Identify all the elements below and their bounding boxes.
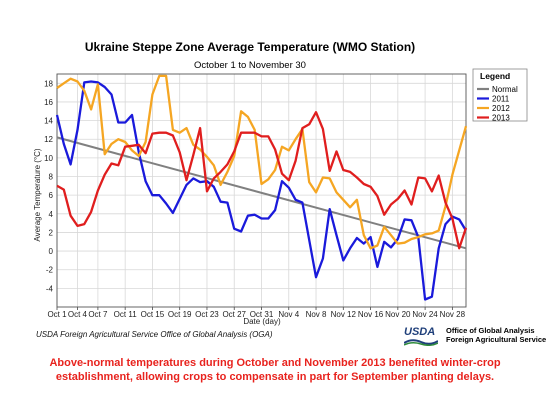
x-tick-label: Nov 28 <box>440 310 466 319</box>
usda-office-text: Office of Global Analysis Foreign Agricu… <box>446 326 546 344</box>
series-line-2013 <box>56 111 468 250</box>
x-tick-label: Oct 1 <box>47 310 67 319</box>
chart-title: Ukraine Steppe Zone Average Temperature … <box>85 40 415 54</box>
y-axis-label: Average Temperature (°C) <box>33 148 42 242</box>
usda-wave-icon <box>404 339 438 346</box>
series-line-2012 <box>56 74 468 250</box>
series-line-2011 <box>55 80 467 301</box>
y-tick-label: 2 <box>49 228 54 237</box>
series-line-normal <box>56 136 467 250</box>
chart-subtitle: October 1 to November 30 <box>194 60 306 71</box>
y-tick-label: 18 <box>44 79 53 88</box>
y-tick-label: 6 <box>49 191 54 200</box>
legend-label-normal: Normal <box>492 85 518 94</box>
legend-label-2013: 2013 <box>492 114 510 123</box>
legend-label-2012: 2012 <box>492 104 510 113</box>
usda-branding: USDA Office of Global Analysis Foreign A… <box>404 326 546 348</box>
x-tick-label: Nov 4 <box>278 310 299 319</box>
legend-label-2011: 2011 <box>492 95 510 104</box>
source-note: USDA Foreign Agricultural Service Office… <box>36 330 273 339</box>
x-tick-label: Nov 12 <box>331 310 357 319</box>
y-tick-label: 0 <box>49 247 54 256</box>
y-tick-label: 4 <box>49 210 54 219</box>
y-tick-label: 16 <box>44 98 53 107</box>
legend-box <box>472 68 528 122</box>
legend-title: Legend <box>480 71 510 81</box>
usda-office-line2: Foreign Agricultural Service <box>446 335 547 344</box>
x-tick-label: Oct 4 <box>68 310 88 319</box>
plot-area: -4 -2 0 2 4 6 8 10 12 14 16 18 Oct 1 Oct 4 Oct 7 Oct 11… <box>44 73 468 319</box>
x-axis-label: Date (day) <box>243 317 281 326</box>
x-tick-label: Oct 19 <box>168 310 192 319</box>
x-tick-label: Nov 16 <box>358 310 384 319</box>
x-tick-label: Nov 20 <box>385 310 411 319</box>
x-tick-label: Oct 23 <box>195 310 219 319</box>
usda-office-line1: Office of Global Analysis <box>446 326 535 335</box>
caption: Above-normal temperatures during October… <box>49 357 501 383</box>
y-tick-label: 10 <box>44 154 53 163</box>
y-tick-label: 14 <box>44 117 53 126</box>
x-tick-label: Oct 11 <box>114 310 138 319</box>
plot-border <box>56 73 467 308</box>
x-tick-label: Nov 8 <box>306 310 327 319</box>
x-tick-label: Oct 27 <box>222 310 246 319</box>
usda-logo: USDA <box>404 326 436 338</box>
x-tick-label: Oct 15 <box>141 310 165 319</box>
x-tick-label: Oct 31 <box>250 310 274 319</box>
y-tick-label: 8 <box>49 173 54 182</box>
y-tick-label: 12 <box>44 135 53 144</box>
x-tick-label: Nov 24 <box>412 310 438 319</box>
x-tick-label: Oct 7 <box>88 310 108 319</box>
y-tick-label: -4 <box>46 284 54 293</box>
y-tick-label: -2 <box>46 266 54 275</box>
